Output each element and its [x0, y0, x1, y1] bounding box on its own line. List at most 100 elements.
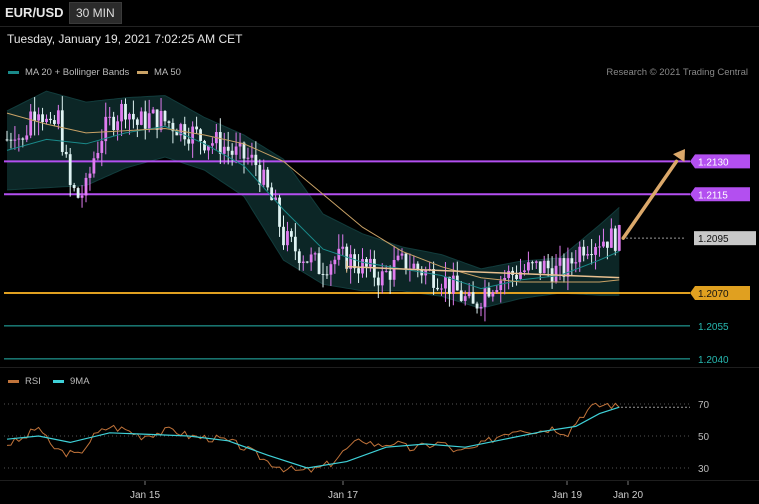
candle-body — [503, 277, 507, 281]
candle-body — [45, 118, 48, 123]
candle-body — [305, 261, 309, 263]
candle-body — [254, 154, 258, 166]
candle-body — [392, 260, 396, 280]
candle-body — [282, 226, 285, 246]
candle-body — [120, 103, 123, 122]
candle-body — [246, 157, 250, 159]
ma50-line — [6, 112, 620, 283]
candle-body — [266, 169, 270, 188]
level-label-1.2040: 1.2040 — [698, 355, 729, 366]
candle-body — [590, 254, 593, 256]
candle-body — [562, 258, 566, 277]
ma20-swatch — [8, 71, 19, 74]
candle-body — [574, 262, 578, 264]
rsi-tick-70: 70 — [698, 400, 710, 411]
candle-body — [278, 197, 281, 227]
candle-body — [586, 254, 590, 256]
candle-body — [100, 141, 104, 153]
candle-body — [440, 288, 443, 290]
candle-body — [609, 228, 613, 248]
candle-body — [566, 258, 570, 277]
x-label-jan-15: Jan 15 — [130, 490, 160, 501]
candle-body — [297, 251, 301, 263]
candle-body — [203, 140, 206, 151]
candle-body — [412, 263, 416, 269]
rsi-line — [6, 402, 620, 473]
legend-ma9: 9MA — [53, 376, 90, 387]
candle-body — [432, 269, 435, 288]
candle-body — [139, 111, 143, 125]
candle-body — [361, 259, 364, 274]
candle-body — [594, 246, 597, 255]
candle-body — [80, 195, 84, 198]
candle-body — [333, 259, 337, 265]
annotations — [346, 149, 685, 279]
candle-body — [234, 146, 238, 155]
candle-body — [471, 292, 475, 304]
candle-body — [17, 138, 21, 140]
candle-body — [274, 197, 277, 201]
candle-body — [463, 296, 467, 301]
candle-body — [617, 225, 621, 251]
candle-body — [29, 111, 33, 136]
candle-body — [400, 253, 404, 256]
candle-body — [570, 258, 574, 264]
candle-body — [96, 152, 100, 159]
candle-body — [554, 265, 558, 283]
candle-body — [546, 260, 550, 269]
candle-body — [396, 255, 400, 261]
candle-body — [491, 292, 495, 297]
candle-body — [530, 262, 534, 264]
timeframe-button[interactable]: 30 MIN — [69, 2, 122, 24]
candle-body — [230, 150, 234, 155]
candle-body — [321, 273, 325, 275]
target-arrow-head — [672, 149, 685, 163]
candle-body — [499, 280, 503, 291]
candle-body — [226, 146, 230, 151]
candle-body — [159, 110, 163, 130]
candle-body — [345, 246, 349, 269]
candle-body — [191, 126, 195, 144]
candle-body — [187, 139, 191, 144]
candle-body — [487, 287, 491, 297]
candle-body — [495, 290, 499, 293]
rsi-ma-line — [6, 406, 620, 469]
panel-separators — [0, 26, 759, 481]
rsi-tick-50: 50 — [698, 432, 710, 443]
candle-body — [613, 228, 617, 251]
candle-body — [49, 118, 52, 121]
candle-body — [598, 246, 601, 248]
candle-body — [199, 129, 202, 141]
candle-body — [448, 276, 451, 294]
datetime-label: Tuesday, January 19, 2021 7:02:25 AM CET — [7, 32, 243, 46]
candle-body — [155, 109, 159, 130]
candle-body — [132, 113, 135, 120]
candle-body — [507, 270, 511, 278]
moving-averages — [6, 112, 620, 290]
ma9-swatch — [53, 380, 64, 383]
symbol-title: EUR/USD — [5, 5, 64, 20]
candle-body — [108, 116, 112, 118]
target-arrow-shaft — [621, 159, 679, 240]
legend-ma50: MA 50 — [137, 67, 181, 78]
candle-body — [9, 139, 13, 141]
candle-body — [558, 258, 562, 266]
candle-body — [519, 272, 522, 279]
candle-body — [21, 138, 25, 140]
credit-text: Research © 2021 Trading Central — [606, 67, 748, 78]
current-price-tag — [694, 231, 756, 246]
candle-body — [218, 132, 222, 154]
candle-body — [325, 274, 329, 276]
candle-body — [128, 113, 131, 120]
legend-ma20-bb: MA 20 + Bollinger Bands — [8, 67, 129, 78]
candle-body — [483, 287, 487, 307]
candle-body — [143, 111, 147, 129]
candle-body — [293, 236, 297, 252]
candle-body — [313, 253, 317, 255]
candle-body — [211, 143, 214, 146]
candle-body — [151, 109, 155, 114]
candle-body — [25, 135, 29, 140]
candle-body — [538, 261, 542, 274]
neckline-trendline — [346, 265, 620, 279]
